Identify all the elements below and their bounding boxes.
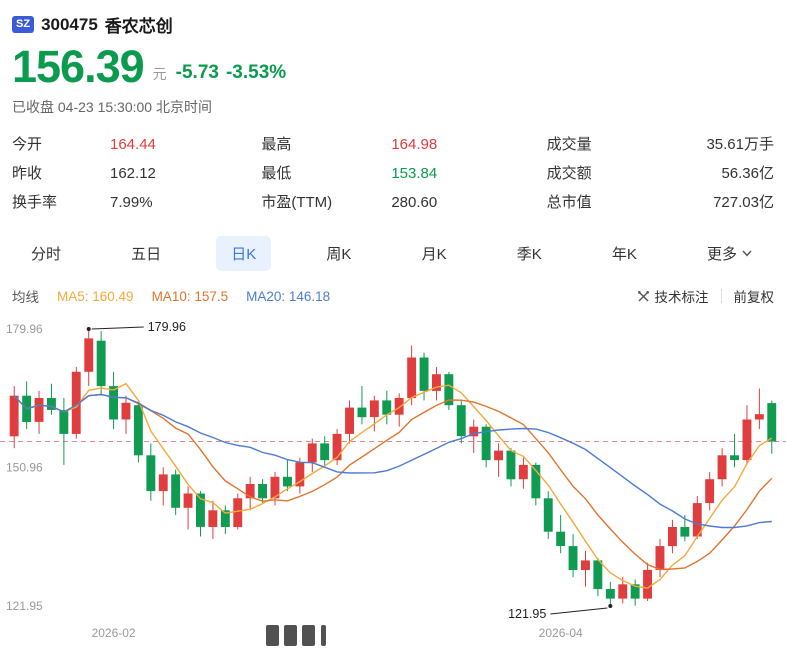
stat-high: 最高 164.98	[261, 135, 488, 154]
price-change-percent: -3.53%	[225, 62, 287, 84]
ma10-value: MA10: 157.5	[151, 288, 229, 304]
stat-market-cap: 总市值 727.03亿	[547, 193, 774, 212]
stat-label: 总市值	[546, 194, 592, 212]
stat-value: 162.12	[110, 165, 156, 183]
y-axis-label: 179.96	[6, 322, 43, 336]
tab-weekly-k[interactable]: 周K	[326, 246, 352, 264]
stat-prev-close: 昨收 162.12	[12, 164, 239, 183]
stat-volume: 成交量 35.61万手	[547, 135, 774, 154]
stat-label: 昨收	[12, 165, 43, 183]
price-row: 156.39 元 -5.73 -3.53%	[12, 41, 774, 92]
stats-grid: 今开 164.44 昨收 162.12 换手率 7.99% 最高 164.98 …	[0, 121, 786, 212]
stats-column-2: 最高 164.98 最低 153.84 市盈(TTM) 280.60	[239, 135, 488, 212]
tab-more-label: 更多	[706, 246, 737, 264]
ma-legend-title: 均线	[12, 290, 39, 306]
tab-five-day[interactable]: 五日	[131, 246, 162, 264]
stat-label: 最高	[261, 136, 292, 154]
stock-name: 香农芯创	[104, 17, 173, 36]
stat-open: 今开 164.44	[12, 135, 239, 154]
tab-more[interactable]: 更多	[692, 236, 752, 271]
high-annotation-line	[91, 326, 144, 330]
ma5-value: MA5: 160.49	[57, 288, 134, 304]
chart-period-tabs: 分时 五日 日K 周K 月K 季K 年K 更多	[0, 220, 786, 272]
tab-monthly-k[interactable]: 月K	[421, 246, 447, 264]
current-price: 156.39	[12, 41, 145, 92]
stock-code: 300475	[41, 14, 98, 34]
tab-yearly-k[interactable]: 年K	[611, 246, 637, 264]
stat-value: 153.84	[391, 165, 438, 183]
stat-turnover-rate: 换手率 7.99%	[12, 193, 239, 212]
tab-minute[interactable]: 分时	[31, 246, 62, 264]
ma20-value: MA20: 146.18	[246, 288, 331, 304]
stat-label: 成交量	[546, 136, 592, 154]
tab-quarterly-k[interactable]: 季K	[516, 246, 542, 264]
stock-title: SZ 300475 香农芯创	[12, 12, 774, 37]
high-annotation-dot	[86, 327, 91, 332]
low-annotation-label: 121.95	[508, 607, 546, 621]
sz-exchange-badge: SZ	[12, 16, 35, 33]
stat-value: 280.60	[391, 194, 438, 212]
price-change: -5.73	[175, 62, 219, 84]
tools-icon	[637, 290, 649, 302]
adjustment-mode-label: 前复权	[733, 290, 775, 306]
x-axis-label: 2026-04	[539, 626, 583, 640]
stat-low: 最低 153.84	[261, 164, 488, 183]
low-annotation-dot	[608, 604, 613, 609]
chart-toolbar: 技术标注 前复权	[637, 286, 775, 306]
watermark	[266, 625, 326, 647]
tab-daily-k[interactable]: 日K	[216, 236, 272, 272]
stat-value: 35.61万手	[706, 136, 774, 154]
toolbar-divider	[720, 289, 722, 304]
stat-value: 7.99%	[110, 194, 153, 212]
stat-label: 成交额	[546, 165, 592, 183]
stat-pe-ttm: 市盈(TTM) 280.60	[261, 193, 488, 212]
y-axis-label: 121.95	[6, 599, 43, 613]
technical-annotation-label: 技术标注	[654, 290, 709, 306]
currency-unit: 元	[152, 66, 167, 83]
stat-value: 56.36亿	[721, 165, 774, 183]
stat-label: 最低	[261, 165, 292, 183]
stats-column-1: 今开 164.44 昨收 162.12 换手率 7.99%	[12, 135, 239, 212]
chevron-down-icon	[742, 250, 752, 257]
stat-value: 727.03亿	[713, 194, 774, 212]
market-status: 已收盘 04-23 15:30:00 北京时间	[12, 99, 212, 116]
stat-label: 市盈(TTM)	[261, 194, 333, 212]
ma20-line	[13, 394, 772, 529]
adjustment-mode-button[interactable]: 前复权	[734, 286, 775, 306]
stat-label: 换手率	[12, 194, 58, 212]
candlestick-chart[interactable]: 179.96 150.96 121.95 2026-02 2026-04 179.96 12…	[0, 311, 786, 659]
high-annotation-label: 179.96	[148, 320, 186, 334]
stat-amount: 成交额 56.36亿	[547, 164, 774, 183]
candles	[9, 329, 777, 607]
stat-label: 今开	[12, 136, 43, 154]
x-axis-label: 2026-02	[92, 626, 136, 640]
stat-value: 164.98	[391, 136, 438, 154]
quote-header: SZ 300475 香农芯创 156.39 元 -5.73 -3.53% 已收盘…	[0, 0, 786, 117]
chart-svg: 179.96 150.96 121.95 2026-02 2026-04 179.96 12…	[0, 320, 786, 647]
ma10-line	[13, 394, 773, 571]
low-annotation-line	[550, 607, 608, 615]
stats-column-3: 成交量 35.61万手 成交额 56.36亿 总市值 727.03亿	[489, 135, 774, 212]
ma-legend: 均线 MA5: 160.49 MA10: 157.5 MA20: 146.18 …	[0, 286, 786, 306]
stat-value: 164.44	[110, 136, 156, 154]
technical-annotation-button[interactable]: 技术标注	[637, 286, 709, 306]
y-axis-label: 150.96	[6, 461, 43, 475]
